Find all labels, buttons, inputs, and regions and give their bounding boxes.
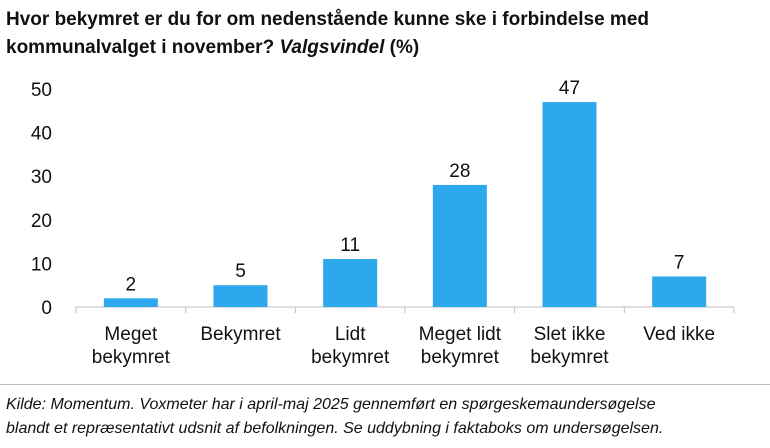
source-line-1: Kilde: Momentum. Voxmeter har i april-ma… xyxy=(6,396,656,413)
bar xyxy=(213,285,268,307)
source-note: Kilde: Momentum. Voxmeter har i april-ma… xyxy=(6,393,756,441)
x-category-label: Bekymret xyxy=(200,324,281,345)
title-unit: (%) xyxy=(389,37,420,58)
bar xyxy=(542,102,597,307)
x-category-label: Ved ikke xyxy=(643,324,715,345)
title-italic: Valgsvindel xyxy=(279,37,385,58)
title-main: Hvor bekymret er du for om nedenstående … xyxy=(6,9,650,58)
data-label: 7 xyxy=(674,252,685,273)
x-category-label: Lidt xyxy=(335,324,366,345)
bar xyxy=(323,259,378,307)
data-label: 28 xyxy=(449,161,470,182)
bar xyxy=(432,184,487,307)
data-label: 2 xyxy=(126,274,137,295)
bar-chart: 010203040502Megetbekymret5Bekymret11Lidt… xyxy=(31,78,735,368)
source-line-2: blandt et repræsentativt udsnit af befol… xyxy=(6,420,664,437)
bar xyxy=(652,276,707,307)
y-tick-label: 30 xyxy=(31,167,52,188)
x-category-label: bekymret xyxy=(421,347,500,368)
x-category-label: Meget lidt xyxy=(419,324,502,345)
x-category-label: bekymret xyxy=(92,347,171,368)
x-category-label: bekymret xyxy=(530,347,609,368)
y-tick-label: 20 xyxy=(31,211,52,232)
y-tick-label: 10 xyxy=(31,254,52,275)
y-tick-label: 40 xyxy=(31,124,52,145)
y-tick-label: 0 xyxy=(41,298,52,319)
x-category-label: Meget xyxy=(104,324,158,345)
bar xyxy=(103,298,158,307)
x-category-label: Slet ikke xyxy=(534,324,606,345)
data-label: 5 xyxy=(235,261,246,282)
chart-title: Hvor bekymret er du for om nedenstående … xyxy=(6,6,746,62)
y-tick-label: 50 xyxy=(31,80,52,101)
data-label: 47 xyxy=(559,78,580,99)
x-category-label: bekymret xyxy=(311,347,390,368)
data-label: 11 xyxy=(340,235,360,256)
chart-frame xyxy=(0,384,770,385)
